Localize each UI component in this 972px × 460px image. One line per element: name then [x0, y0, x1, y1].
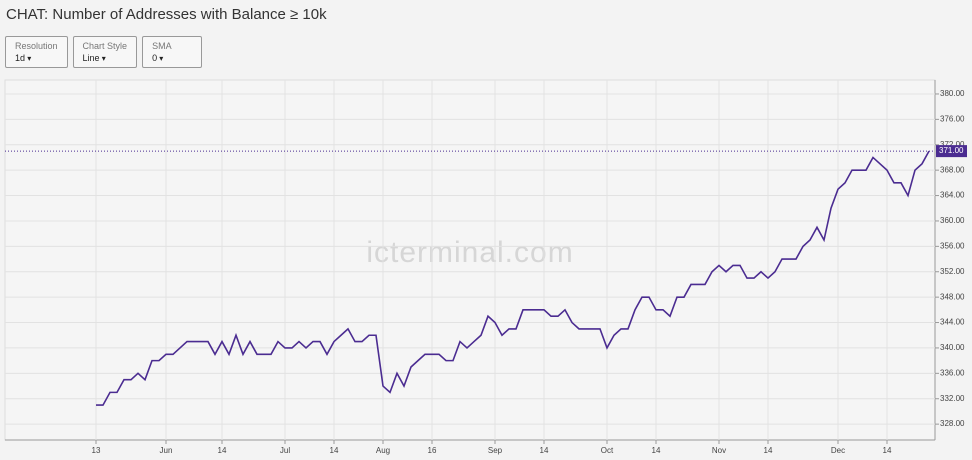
x-tick-label: Dec [831, 446, 845, 455]
y-tick-label: 348.00 [940, 292, 965, 301]
y-tick-label: 332.00 [940, 394, 965, 403]
x-tick-label: Jun [160, 446, 173, 455]
control-value: 1d [15, 53, 58, 63]
x-tick-label: Nov [712, 446, 726, 455]
x-tick-label: 14 [883, 446, 892, 455]
y-tick-label: 328.00 [940, 419, 965, 428]
sma-dropdown[interactable]: SMA 0 [142, 36, 203, 68]
chart-title: CHAT: Number of Addresses with Balance ≥… [6, 6, 327, 23]
data-line [96, 150, 930, 406]
y-tick-label: 336.00 [940, 368, 965, 377]
watermark: icterminal.com [366, 236, 573, 269]
x-tick-label: Sep [488, 446, 503, 455]
control-value: Line [83, 53, 128, 63]
x-tick-label: 14 [540, 446, 549, 455]
x-tick-label: 13 [92, 446, 101, 455]
y-tick-label: 356.00 [940, 241, 965, 250]
y-tick-label: 380.00 [940, 89, 965, 98]
y-tick-label: 344.00 [940, 318, 965, 327]
plot-area [4, 79, 936, 441]
chart-style-dropdown[interactable]: Chart Style Line [72, 36, 138, 68]
y-tick-label: 340.00 [940, 343, 965, 352]
y-tick-label: 364.00 [940, 191, 965, 200]
y-tick-label: 360.00 [940, 216, 965, 225]
x-tick-label: 14 [218, 446, 227, 455]
y-tick-label: 372.00 [940, 140, 965, 149]
control-value: 0 [152, 53, 192, 63]
last-value-box [936, 145, 967, 158]
x-tick-label: 14 [764, 446, 773, 455]
resolution-dropdown[interactable]: Resolution 1d [5, 36, 68, 68]
toolbar: Resolution 1d Chart Style Line SMA 0 [5, 36, 203, 68]
y-tick-label: 352.00 [940, 267, 965, 276]
x-tick-label: Aug [376, 446, 390, 455]
x-tick-label: 14 [330, 446, 339, 455]
control-label: Resolution [15, 41, 58, 51]
control-label: SMA [152, 41, 172, 51]
y-tick-label: 368.00 [940, 165, 965, 174]
x-tick-label: Jul [280, 446, 290, 455]
x-tick-label: Oct [601, 446, 614, 455]
y-tick-label: 376.00 [940, 114, 965, 123]
control-label: Chart Style [82, 41, 128, 51]
x-tick-label: 16 [428, 446, 437, 455]
x-tick-label: 14 [652, 446, 661, 455]
last-value-label: 371.00 [939, 146, 964, 155]
